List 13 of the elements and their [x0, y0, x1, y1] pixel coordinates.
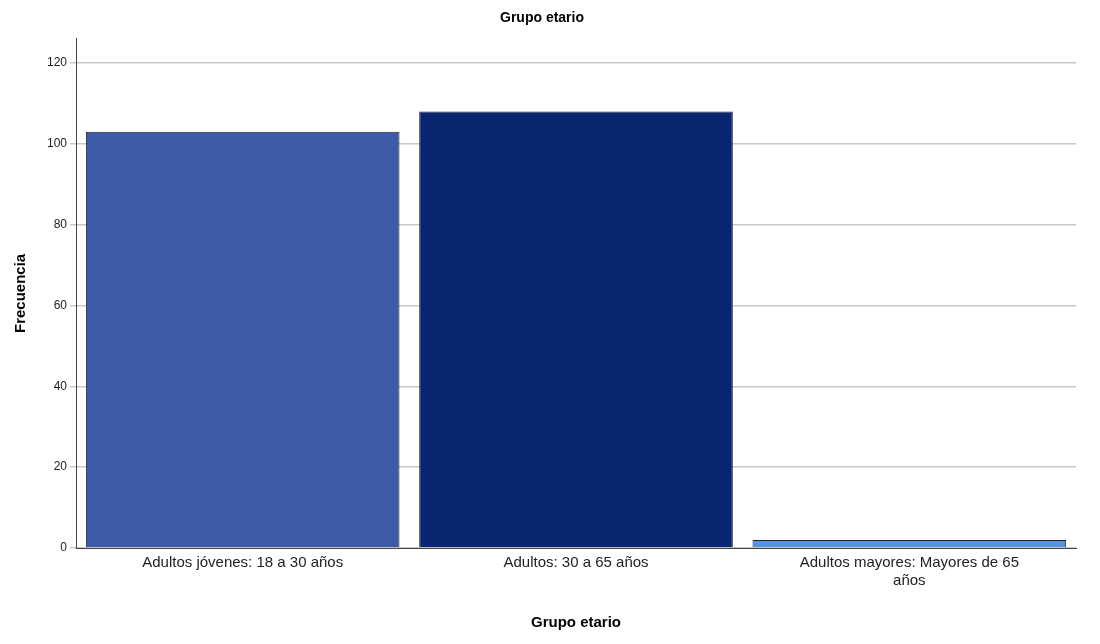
x-tick-label: Adultos jóvenes: 18 a 30 años [142, 553, 344, 571]
y-tick-label: 60 [53, 297, 68, 312]
y-axis-title: Frecuencia [11, 253, 29, 334]
x-axis-title: Grupo etario [531, 613, 622, 631]
x-tick-label: Adultos: 30 a 65 años [503, 553, 649, 571]
y-tick-label: 120 [46, 55, 68, 70]
chart-title: Grupo etario [499, 9, 585, 26]
y-tick-label: 20 [53, 459, 68, 474]
y-tick-label: 100 [46, 136, 68, 151]
y-tick-label: 80 [53, 217, 68, 232]
y-tick-label: 0 [60, 540, 68, 555]
x-tick-label: Adultos mayores: Mayores de 65 años [799, 553, 1019, 589]
y-tick-label: 40 [53, 378, 68, 393]
